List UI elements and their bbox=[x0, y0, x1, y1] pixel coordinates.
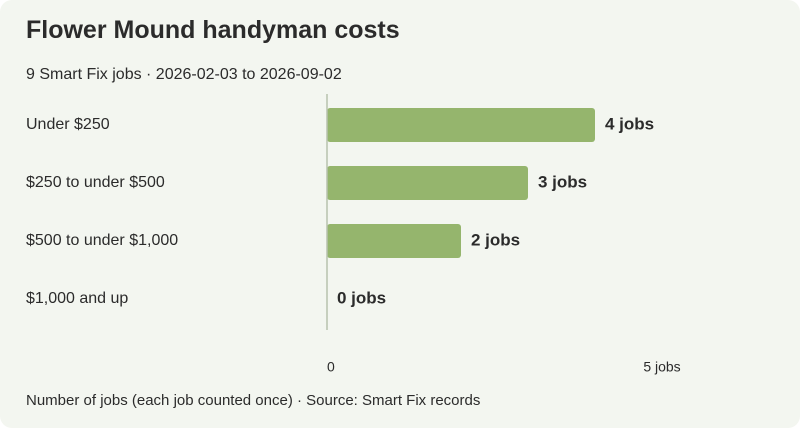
chart-title: Flower Mound handyman costs bbox=[26, 16, 400, 44]
bar bbox=[327, 166, 528, 200]
bar-value-label: 0 jobs bbox=[337, 288, 386, 307]
bar-value-label: 2 jobs bbox=[471, 230, 520, 249]
category-label: Under $250 bbox=[26, 116, 110, 133]
bar bbox=[327, 108, 595, 142]
chart-footnote: Number of jobs (each job counted once) ·… bbox=[26, 392, 481, 409]
bar-value-label: 4 jobs bbox=[605, 114, 654, 133]
category-label: $500 to under $1,000 bbox=[26, 232, 178, 249]
category-label: $250 to under $500 bbox=[26, 174, 165, 191]
bar-value-label: 3 jobs bbox=[538, 172, 587, 191]
bar bbox=[327, 224, 461, 258]
x-tick-labels: 0 5 jobs bbox=[327, 359, 681, 375]
category-label: $1,000 and up bbox=[26, 290, 128, 307]
value-labels: 4 jobs 3 jobs 2 jobs 0 jobs bbox=[337, 114, 654, 307]
x-tick-label: 5 jobs bbox=[643, 359, 680, 375]
chart-subtitle: 9 Smart Fix jobs · 2026-02-03 to 2026-09… bbox=[26, 66, 342, 83]
category-labels: Under $250 $250 to under $500 $500 to unde… bbox=[26, 116, 178, 307]
x-tick-label: 0 bbox=[327, 359, 335, 375]
bars bbox=[327, 108, 595, 258]
